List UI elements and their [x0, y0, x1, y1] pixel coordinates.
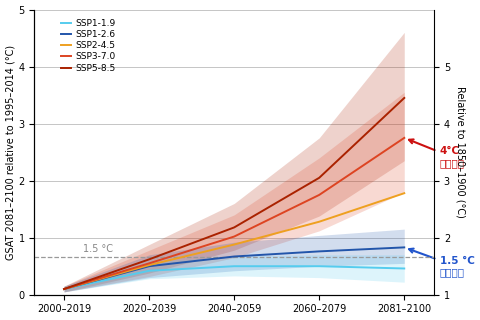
Y-axis label: Relative to 1850–1900 (°C): Relative to 1850–1900 (°C)	[456, 86, 466, 218]
Y-axis label: GSAT 2081–2100 relative to 1995–2014 (°C): GSAT 2081–2100 relative to 1995–2014 (°C…	[6, 44, 15, 260]
Text: 4°C
シナリオ: 4°C シナリオ	[409, 140, 465, 168]
Text: 1.5 °C: 1.5 °C	[83, 244, 113, 254]
Text: 1.5 °C
シナリオ: 1.5 °C シナリオ	[409, 249, 475, 277]
Legend: SSP1-1.9, SSP1-2.6, SSP2-4.5, SSP3-7.0, SSP5-8.5: SSP1-1.9, SSP1-2.6, SSP2-4.5, SSP3-7.0, …	[59, 17, 117, 75]
